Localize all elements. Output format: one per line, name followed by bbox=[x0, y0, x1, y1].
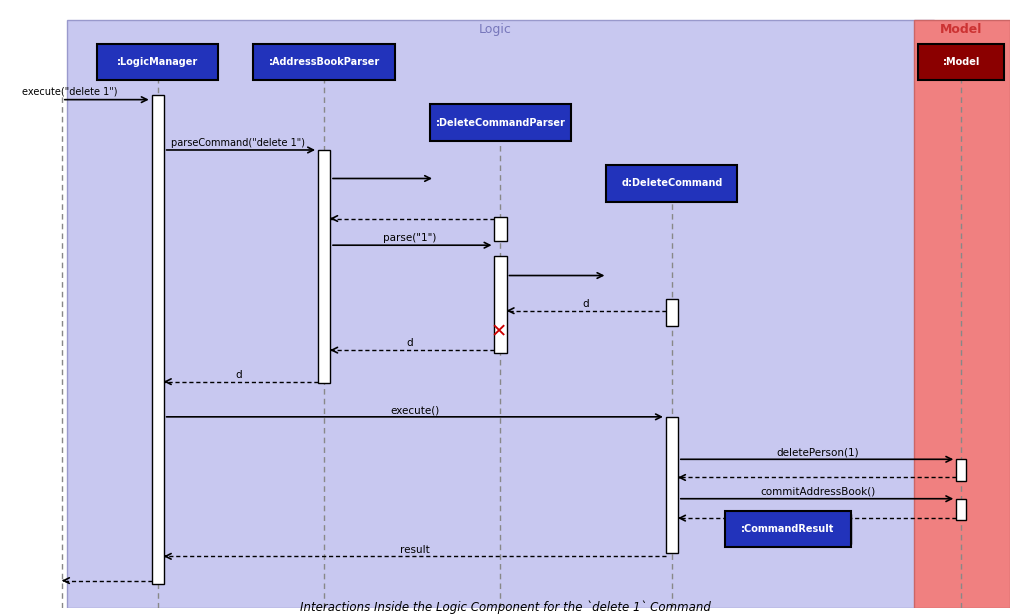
Text: :LogicManager: :LogicManager bbox=[117, 57, 198, 67]
Text: :AddressBookParser: :AddressBookParser bbox=[268, 57, 380, 67]
FancyBboxPatch shape bbox=[956, 499, 967, 520]
FancyBboxPatch shape bbox=[956, 459, 967, 481]
Text: result: result bbox=[400, 545, 430, 554]
Text: commitAddressBook(): commitAddressBook() bbox=[760, 487, 876, 497]
Text: :CommandResult: :CommandResult bbox=[741, 524, 834, 534]
FancyBboxPatch shape bbox=[494, 217, 507, 241]
Text: Model: Model bbox=[940, 23, 983, 36]
FancyBboxPatch shape bbox=[318, 150, 330, 384]
FancyBboxPatch shape bbox=[152, 95, 164, 584]
Text: execute("delete 1"): execute("delete 1") bbox=[21, 87, 117, 96]
Text: execute(): execute() bbox=[390, 405, 440, 415]
FancyBboxPatch shape bbox=[607, 165, 737, 201]
FancyBboxPatch shape bbox=[494, 256, 507, 353]
FancyBboxPatch shape bbox=[254, 44, 394, 80]
Text: d: d bbox=[235, 370, 242, 380]
Text: d:DeleteCommand: d:DeleteCommand bbox=[621, 178, 723, 188]
Text: :Model: :Model bbox=[942, 57, 980, 67]
Text: :DeleteCommandParser: :DeleteCommandParser bbox=[436, 118, 565, 128]
Text: Logic: Logic bbox=[479, 23, 512, 36]
FancyBboxPatch shape bbox=[97, 44, 218, 80]
FancyBboxPatch shape bbox=[67, 20, 934, 608]
Text: d: d bbox=[406, 338, 413, 348]
Text: d: d bbox=[583, 299, 589, 309]
FancyBboxPatch shape bbox=[841, 514, 851, 544]
FancyBboxPatch shape bbox=[914, 20, 1010, 608]
FancyBboxPatch shape bbox=[666, 298, 678, 326]
Text: ✕: ✕ bbox=[490, 322, 507, 341]
Text: Interactions Inside the Logic Component for the `delete 1` Command: Interactions Inside the Logic Component … bbox=[300, 600, 711, 614]
FancyBboxPatch shape bbox=[666, 417, 678, 553]
FancyBboxPatch shape bbox=[430, 104, 571, 141]
Text: deletePerson(1): deletePerson(1) bbox=[776, 448, 859, 457]
Text: parse("1"): parse("1") bbox=[383, 233, 437, 243]
Text: parseCommand("delete 1"): parseCommand("delete 1") bbox=[171, 138, 305, 148]
FancyBboxPatch shape bbox=[725, 511, 851, 547]
FancyBboxPatch shape bbox=[918, 44, 1004, 80]
